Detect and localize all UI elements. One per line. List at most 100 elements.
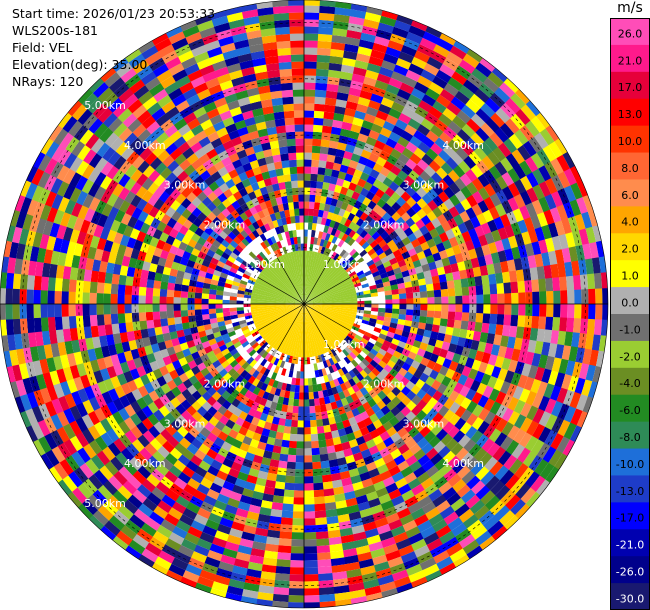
velocity-cell (454, 190, 467, 203)
velocity-cell (442, 144, 456, 158)
velocity-cell (595, 350, 605, 368)
velocity-cell (426, 290, 435, 298)
velocity-cell (345, 101, 358, 111)
velocity-cell (408, 63, 424, 76)
velocity-cell (460, 489, 476, 504)
velocity-cell (588, 304, 596, 320)
velocity-cell (389, 563, 406, 575)
velocity-cell (433, 44, 451, 58)
velocity-cell (272, 154, 282, 163)
velocity-cell (303, 490, 315, 498)
velocity-cell (332, 408, 340, 417)
velocity-cell (325, 381, 332, 390)
velocity-cell (290, 419, 298, 428)
velocity-cell (485, 117, 500, 133)
velocity-cell (496, 283, 505, 295)
velocity-cell (347, 23, 364, 33)
velocity-cell (602, 288, 609, 305)
velocity-cell (435, 355, 446, 366)
velocity-cell (354, 538, 369, 549)
velocity-cell (322, 389, 329, 398)
colorbar-tick-label: -21.0 (616, 539, 644, 552)
velocity-cell (429, 245, 439, 255)
velocity-cell (288, 0, 305, 6)
velocity-cell (276, 467, 287, 476)
velocity-cell (400, 44, 418, 58)
velocity-cell (317, 33, 333, 42)
velocity-cell (328, 394, 336, 404)
near-field-cell (304, 284, 355, 304)
velocity-cell (414, 81, 429, 95)
velocity-cell (483, 77, 500, 93)
velocity-cell (370, 311, 379, 316)
velocity-cell (507, 182, 521, 198)
velocity-cell (401, 251, 411, 260)
velocity-cell (337, 171, 347, 180)
range-label: 2.00km (363, 378, 405, 391)
velocity-cell (333, 206, 341, 215)
velocity-cell (373, 561, 390, 573)
velocity-cell (405, 286, 413, 294)
velocity-cell (394, 372, 404, 382)
velocity-cell (443, 83, 460, 97)
velocity-cell (194, 309, 203, 316)
velocity-cell (279, 453, 289, 462)
velocity-cell (504, 474, 520, 490)
velocity-cell (340, 225, 349, 234)
velocity-cell (385, 299, 393, 305)
velocity-cell (297, 420, 304, 428)
velocity-cell (562, 439, 575, 457)
velocity-cell (545, 277, 554, 292)
velocity-cell (334, 105, 346, 115)
velocity-cell (371, 554, 388, 566)
velocity-cell (324, 233, 331, 242)
colorbar: 26.021.017.013.010.08.06.04.02.01.00.0-1… (610, 18, 650, 610)
velocity-cell (519, 124, 535, 142)
velocity-cell (443, 334, 453, 344)
velocity-cell (518, 304, 526, 316)
velocity-cell (467, 348, 478, 360)
velocity-cell (368, 152, 380, 163)
velocity-cell (426, 56, 443, 70)
velocity-cell (489, 461, 504, 476)
velocity-cell (275, 33, 291, 42)
velocity-cell (325, 196, 333, 206)
velocity-cell (345, 203, 354, 213)
velocity-cell (397, 282, 406, 290)
colorbar-tick-label: -13.0 (616, 485, 644, 498)
velocity-cell (366, 363, 375, 372)
velocity-cell (291, 525, 304, 533)
velocity-cell (289, 567, 304, 575)
velocity-cell (331, 35, 347, 44)
velocity-cell (405, 438, 417, 450)
velocity-cell (166, 303, 174, 312)
velocity-cell (398, 287, 406, 295)
velocity-cell (40, 276, 49, 291)
velocity-cell (363, 293, 372, 298)
velocity-cell (541, 368, 552, 384)
near-field-cell (304, 251, 318, 304)
velocity-cell (376, 315, 385, 322)
velocity-cell (372, 356, 382, 365)
velocity-cell (352, 451, 364, 462)
velocity-cell (526, 405, 539, 421)
velocity-cell (458, 508, 475, 523)
velocity-cell (390, 148, 402, 160)
velocity-cell (458, 59, 476, 75)
velocity-cell (390, 317, 399, 324)
velocity-cell (97, 271, 107, 284)
velocity-cell (293, 497, 304, 505)
velocity-cell (479, 332, 489, 343)
velocity-cell (495, 272, 504, 284)
velocity-cell (460, 198, 472, 211)
velocity-cell (281, 89, 294, 98)
velocity-cell (287, 202, 295, 210)
velocity-cell (409, 443, 422, 455)
velocity-cell (503, 314, 512, 326)
velocity-cell (368, 209, 378, 219)
velocity-cell (433, 440, 446, 454)
velocity-cell (370, 334, 379, 342)
velocity-cell (461, 470, 476, 485)
velocity-cell (347, 386, 356, 396)
velocity-cell (401, 362, 411, 372)
